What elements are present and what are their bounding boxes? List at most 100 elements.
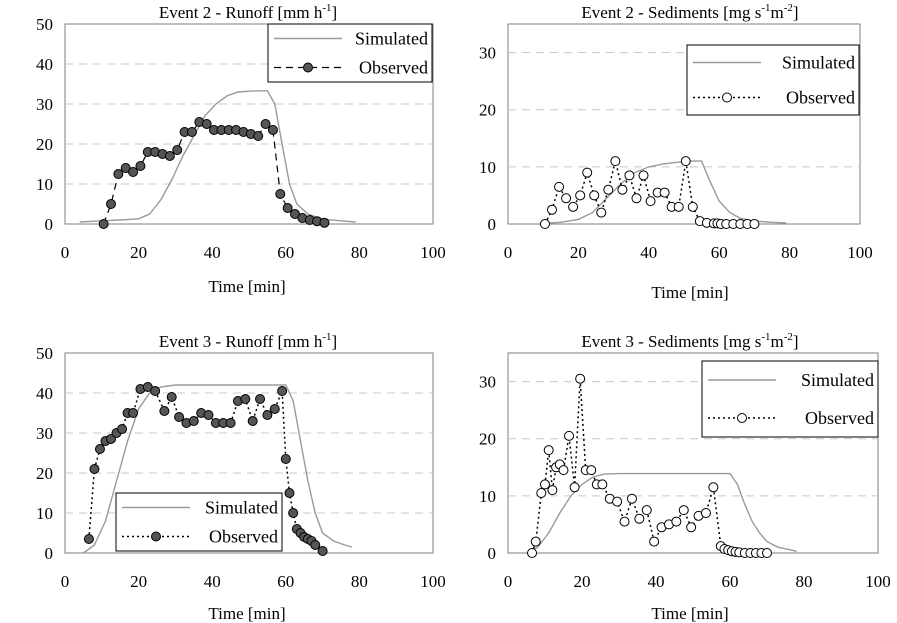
- data-point: [310, 540, 321, 550]
- data-point: [536, 488, 547, 498]
- y-tick-label: 20: [479, 430, 496, 449]
- y-tick-label: 0: [488, 215, 497, 234]
- x-tick-label: 0: [504, 572, 513, 591]
- data-point: [150, 386, 161, 396]
- data-point: [269, 404, 280, 414]
- x-tick-label: 80: [351, 243, 368, 262]
- data-point: [94, 444, 105, 454]
- x-axis-label: Time [min]: [651, 283, 728, 302]
- data-point: [575, 190, 586, 201]
- y-tick-label: 50: [36, 15, 53, 34]
- chart-panel-3: 0 10 20 30 40 50 0 20 40 60 80 100 Time [min] Event 3…: [36, 331, 446, 623]
- legend-label-simulated: Simulated: [205, 498, 278, 518]
- data-point: [649, 536, 660, 547]
- y-tick-label: 20: [479, 101, 496, 120]
- data-point: [687, 201, 698, 212]
- x-tick-label: 100: [420, 572, 446, 591]
- data-point: [708, 482, 719, 493]
- data-point: [255, 394, 266, 404]
- x-tick-label: 20: [130, 243, 147, 262]
- data-point: [700, 508, 711, 518]
- x-axis-label: Time [min]: [651, 604, 728, 623]
- data-point: [612, 496, 623, 507]
- data-point: [282, 203, 293, 213]
- data-point: [624, 170, 635, 181]
- data-point: [678, 505, 689, 516]
- data-point: [582, 167, 593, 178]
- legend-label-observed: Observed: [786, 88, 855, 108]
- data-point: [203, 410, 214, 420]
- data-point: [617, 184, 628, 195]
- data-point: [253, 131, 264, 141]
- data-point: [247, 416, 258, 426]
- chart-panel-1: 0 10 20 30 40 50 0 20 40 60 80 100 Time [min] Event 2…: [36, 2, 446, 296]
- y-tick-label: 40: [36, 55, 53, 74]
- x-tick-label: 0: [61, 572, 70, 591]
- x-tick-label: 100: [847, 243, 873, 262]
- chart-title: Event 2 - Runoff [mm h-1]: [159, 2, 337, 22]
- data-point: [539, 219, 550, 229]
- data-point: [319, 217, 330, 228]
- chart-title: Event 3 - Sediments [mg s-1m-2]: [581, 331, 798, 351]
- data-point: [280, 454, 291, 464]
- y-tick-label: 10: [479, 487, 496, 506]
- data-point: [561, 193, 572, 204]
- data-point: [128, 408, 139, 418]
- x-tick-label: 20: [570, 243, 587, 262]
- plot-area-frame: [507, 23, 861, 225]
- data-point: [589, 190, 600, 201]
- data-point: [597, 479, 608, 490]
- data-point: [98, 219, 109, 229]
- data-point: [262, 410, 273, 420]
- data-point: [530, 536, 541, 547]
- plot-area-frame: [507, 352, 879, 554]
- data-point: [641, 505, 652, 516]
- data-point: [569, 482, 580, 493]
- series-line-simulated: [79, 90, 356, 223]
- data-point: [619, 516, 630, 527]
- data-point: [240, 394, 251, 404]
- data-point: [659, 187, 670, 198]
- legend-label-simulated: Simulated: [801, 370, 874, 390]
- x-tick-label: 60: [277, 572, 294, 591]
- legend-box: [267, 23, 433, 83]
- x-tick-label: 40: [640, 243, 657, 262]
- data-point: [284, 488, 295, 498]
- data-point: [275, 189, 286, 199]
- data-point: [671, 516, 682, 527]
- y-tick-label: 30: [36, 424, 53, 443]
- y-tick-label: 0: [45, 215, 54, 234]
- legend-box: [686, 44, 860, 116]
- x-axis-label: Time [min]: [208, 604, 285, 623]
- data-point: [135, 161, 146, 171]
- data-point: [188, 416, 199, 426]
- legend-label-simulated: Simulated: [355, 29, 428, 49]
- data-point: [317, 546, 328, 556]
- chart-panel-2: 0 10 20 30 0 20 40 60 80 100 Time [min] Event 2 - S…: [479, 2, 873, 302]
- data-point: [686, 522, 697, 533]
- legend-marker: [151, 531, 161, 542]
- chart-title: Event 2 - Sediments [mg s-1m-2]: [581, 2, 798, 22]
- x-tick-label: 80: [351, 572, 368, 591]
- data-point: [603, 184, 614, 195]
- data-point: [166, 392, 177, 402]
- x-tick-label: 20: [130, 572, 147, 591]
- data-point: [83, 534, 94, 544]
- legend-label-observed: Observed: [209, 527, 278, 547]
- x-tick-label: 60: [277, 243, 294, 262]
- data-point: [117, 424, 128, 434]
- legend-box: [701, 360, 879, 438]
- plot-area-frame: [64, 352, 434, 554]
- data-point: [540, 479, 550, 490]
- x-tick-label: 20: [574, 572, 591, 591]
- data-point: [762, 548, 772, 558]
- legend-label-observed: Observed: [359, 58, 428, 78]
- data-point: [547, 485, 558, 496]
- legend: Simulated Observed: [115, 492, 283, 552]
- y-tick-label: 0: [45, 544, 54, 563]
- x-tick-label: 60: [711, 243, 728, 262]
- data-point: [172, 145, 183, 155]
- y-tick-label: 30: [36, 95, 53, 114]
- legend-label-simulated: Simulated: [782, 53, 855, 73]
